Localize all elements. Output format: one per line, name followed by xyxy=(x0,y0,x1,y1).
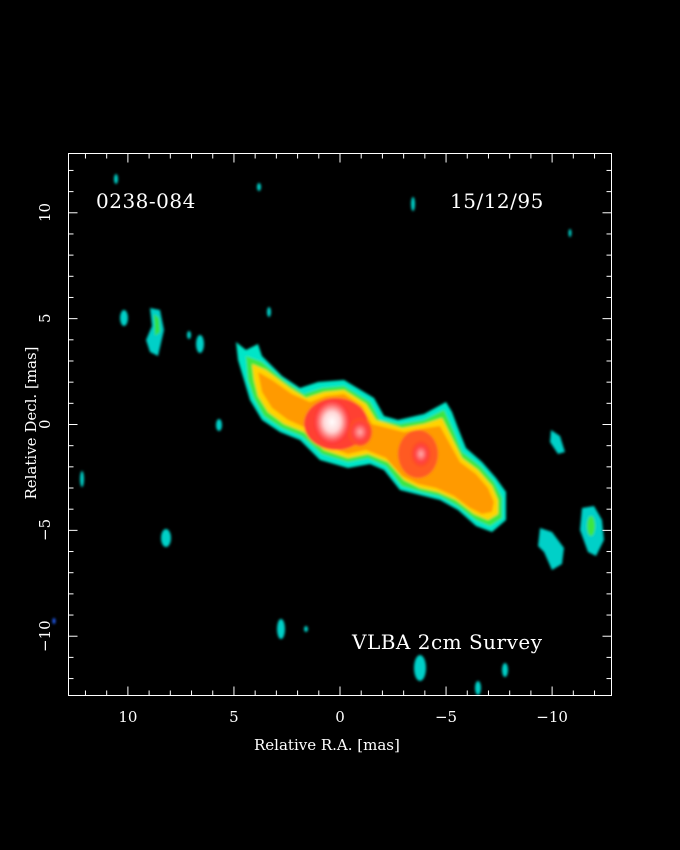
noise-blob xyxy=(538,528,564,570)
x-tick-label: 10 xyxy=(118,708,138,726)
noise-blob xyxy=(216,419,222,431)
noise-blob xyxy=(154,314,160,336)
noise-blob xyxy=(502,663,508,677)
x-tick-label: −5 xyxy=(434,708,458,726)
noise-blob xyxy=(411,197,415,211)
noise-blob xyxy=(114,174,118,184)
noise-blob xyxy=(161,529,171,547)
noise-blob xyxy=(267,307,271,317)
noise-blob xyxy=(568,229,572,237)
noise-blob xyxy=(414,655,426,681)
observation-epoch: 15/12/95 xyxy=(450,189,544,213)
y-tick-label: −5 xyxy=(36,519,54,542)
x-axis-label: Relative R.A. [mas] xyxy=(254,736,400,754)
noise-features xyxy=(52,174,604,695)
noise-blob xyxy=(80,471,84,487)
knot-1 xyxy=(348,418,372,446)
noise-blob xyxy=(277,619,285,639)
axis-ticks xyxy=(68,153,612,696)
y-tick-label: 0 xyxy=(36,419,54,430)
knot-2-center xyxy=(411,441,431,467)
x-tick-label: 0 xyxy=(335,708,345,726)
y-tick-label: −10 xyxy=(36,620,54,653)
source-name: 0238-084 xyxy=(96,189,196,213)
y-tick-label: 10 xyxy=(36,203,54,223)
x-tick-label: 5 xyxy=(229,708,239,726)
noise-blob xyxy=(120,310,128,326)
core-peak xyxy=(314,400,350,444)
noise-blob xyxy=(52,618,56,624)
noise-blob xyxy=(196,335,204,353)
noise-blob xyxy=(187,331,191,339)
x-tick-label: −10 xyxy=(536,708,568,726)
y-tick-label: 5 xyxy=(36,313,54,324)
jet-emission xyxy=(236,342,506,532)
survey-label: VLBA 2cm Survey xyxy=(352,630,543,654)
noise-blob xyxy=(475,681,481,695)
noise-blob xyxy=(587,516,595,536)
noise-blob xyxy=(304,626,308,632)
noise-blob xyxy=(257,183,261,191)
noise-blob xyxy=(550,430,565,454)
